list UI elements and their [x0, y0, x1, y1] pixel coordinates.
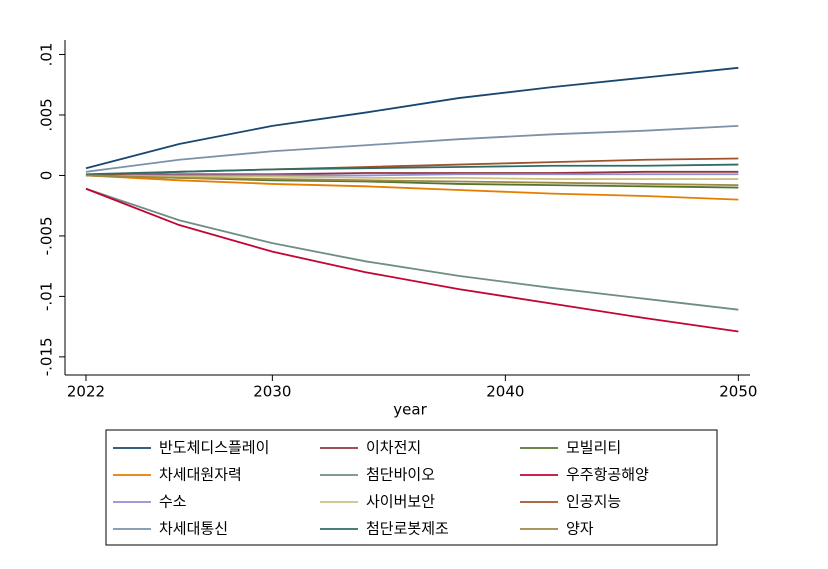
y-tick-label: -.01	[38, 282, 56, 311]
legend-label: 수소	[159, 493, 187, 511]
x-tick-label: 2050	[719, 383, 757, 401]
series-line	[85, 174, 739, 187]
legend-label: 첨단로봇제조	[366, 520, 449, 538]
legend-label: 첨단바이오	[366, 466, 435, 484]
legend-label: 차세대원자력	[159, 466, 242, 484]
legend-label: 양자	[566, 520, 594, 538]
y-tick-label: -.015	[38, 337, 56, 376]
series-line	[85, 174, 739, 180]
y-tick-label: .005	[38, 98, 56, 131]
series-line	[85, 187, 739, 333]
x-axis-label: year	[393, 401, 427, 419]
legend-label: 반도체디스플레이	[159, 439, 269, 457]
series-line	[85, 173, 739, 177]
series-line	[85, 187, 739, 311]
series-line	[85, 124, 739, 173]
y-tick-label: -.005	[38, 217, 56, 256]
series-line	[85, 170, 739, 177]
x-tick-label: 2030	[253, 383, 291, 401]
y-tick-label: 0	[38, 171, 56, 181]
legend-label: 우주항공해양	[566, 466, 649, 484]
legend-label: 모빌리티	[566, 439, 621, 457]
y-tick-label: .01	[38, 43, 56, 67]
x-tick-label: 2022	[67, 383, 105, 401]
legend-label: 인공지능	[566, 493, 621, 511]
legend-box	[105, 429, 718, 546]
legend-label: 이차전지	[366, 439, 421, 457]
legend-label: 차세대통신	[159, 520, 228, 538]
legend-label: 사이버보안	[366, 493, 435, 511]
x-tick-label: 2040	[486, 383, 524, 401]
series-line	[85, 163, 739, 176]
series-line	[85, 174, 739, 201]
series-line	[85, 66, 739, 170]
